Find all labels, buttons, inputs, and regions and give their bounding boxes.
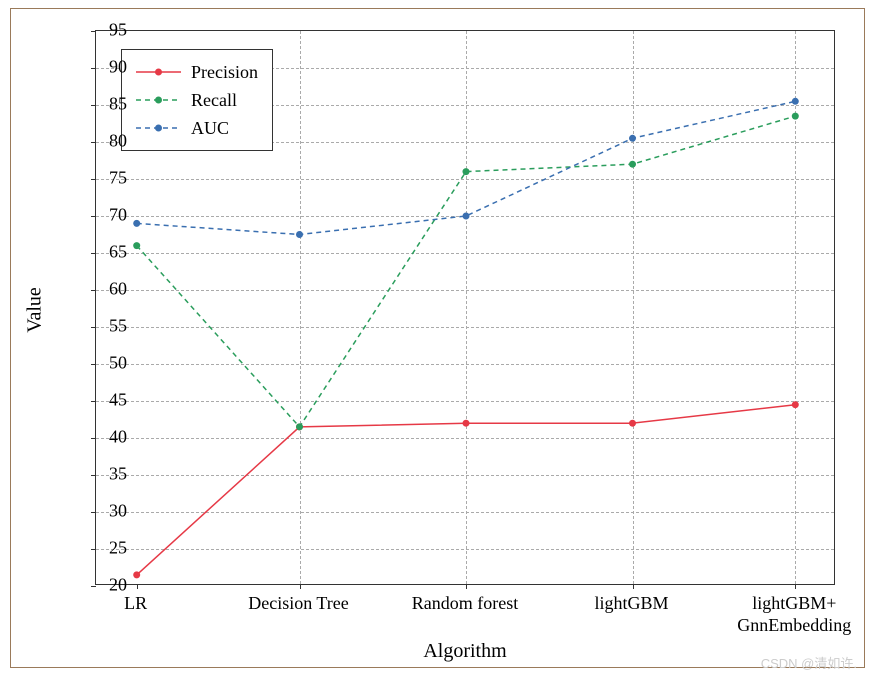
y-tick-label: 20 [87, 575, 127, 596]
series-marker-auc [629, 135, 636, 142]
y-tick-label: 65 [87, 242, 127, 263]
y-tick-label: 35 [87, 464, 127, 485]
y-tick-label: 50 [87, 353, 127, 374]
series-marker-precision [792, 401, 799, 408]
legend-item-precision: Precision [136, 58, 258, 86]
y-axis-title: Value [24, 287, 47, 333]
series-marker-recall [133, 242, 140, 249]
y-tick-label: 40 [87, 427, 127, 448]
y-tick-label: 90 [87, 57, 127, 78]
y-tick-label: 80 [87, 131, 127, 152]
series-marker-precision [133, 571, 140, 578]
line-chart: Precision Recall AUC [95, 30, 835, 585]
series-marker-precision [463, 420, 470, 427]
series-marker-recall [463, 168, 470, 175]
y-tick-label: 55 [87, 316, 127, 337]
series-marker-auc [133, 220, 140, 227]
y-tick-label: 30 [87, 501, 127, 522]
series-marker-recall [296, 423, 303, 430]
x-tick-label: LR [124, 593, 147, 614]
x-tick-label: lightGBM [594, 593, 668, 614]
legend-item-recall: Recall [136, 86, 258, 114]
y-tick-label: 85 [87, 94, 127, 115]
series-marker-precision [629, 420, 636, 427]
y-tick-label: 45 [87, 390, 127, 411]
plot-area: Precision Recall AUC [95, 30, 835, 585]
series-marker-auc [296, 231, 303, 238]
legend-item-auc: AUC [136, 114, 258, 142]
series-line-precision [137, 405, 796, 575]
legend-label: Recall [191, 90, 237, 111]
y-tick-label: 60 [87, 279, 127, 300]
series-marker-auc [792, 98, 799, 105]
y-tick-label: 70 [87, 205, 127, 226]
x-tick-label: Random forest [412, 593, 518, 614]
x-tick-label: lightGBM+GnnEmbedding [737, 593, 851, 636]
x-tick-label: Decision Tree [248, 593, 349, 614]
x-axis-title: Algorithm [423, 640, 506, 663]
y-tick-label: 95 [87, 20, 127, 41]
series-marker-auc [463, 213, 470, 220]
y-tick-label: 25 [87, 538, 127, 559]
series-marker-recall [629, 161, 636, 168]
watermark: CSDN @清如许. [761, 653, 857, 672]
legend: Precision Recall AUC [121, 49, 273, 151]
legend-label: AUC [191, 118, 229, 139]
series-line-recall [137, 116, 796, 427]
legend-label: Precision [191, 62, 258, 83]
y-tick-label: 75 [87, 168, 127, 189]
series-marker-recall [792, 113, 799, 120]
